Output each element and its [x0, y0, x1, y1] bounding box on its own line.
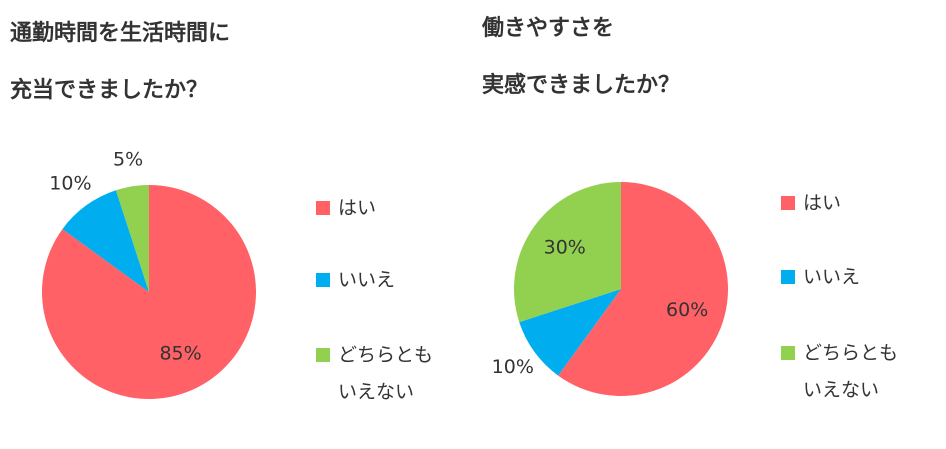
pie-slice	[62, 190, 149, 292]
pie-slice	[519, 289, 621, 376]
data-label: 85%	[159, 342, 201, 364]
legend-item: はい	[316, 190, 446, 227]
pie-slice	[115, 185, 149, 292]
data-label: 10%	[49, 172, 91, 194]
legend-item: いいえ	[316, 262, 446, 299]
legend-item: いいえ	[781, 259, 911, 296]
legend-swatch	[316, 348, 330, 362]
pie-slice	[513, 182, 621, 323]
chart-title: 実感できましたか？	[482, 73, 681, 98]
legend-label: どちらともいえない	[803, 342, 899, 401]
legend-swatch	[781, 196, 795, 210]
legend-item: どちらともいえない	[781, 335, 911, 409]
legend-item: はい	[781, 185, 911, 222]
data-label: 60%	[666, 299, 708, 321]
legend-swatch	[316, 201, 330, 215]
legend-swatch	[316, 273, 330, 287]
legend-label: どちらともいえない	[338, 344, 434, 403]
legend-item: どちらともいえない	[316, 337, 446, 411]
data-label: 30%	[544, 237, 586, 259]
data-label: 5%	[113, 148, 143, 170]
legend-label: はい	[803, 192, 842, 214]
chart-title: 通勤時間を生活時間に	[10, 21, 231, 46]
pie-slice	[558, 182, 729, 396]
legend-label: いいえ	[803, 266, 861, 288]
chart-title: 充当できましたか？	[10, 78, 209, 103]
legend-swatch	[781, 346, 795, 360]
chart-title: 働きやすさを	[482, 16, 615, 41]
legend-label: はい	[338, 197, 377, 219]
data-label: 10%	[492, 356, 534, 378]
legend-label: いいえ	[338, 269, 396, 291]
legend-swatch	[781, 270, 795, 284]
